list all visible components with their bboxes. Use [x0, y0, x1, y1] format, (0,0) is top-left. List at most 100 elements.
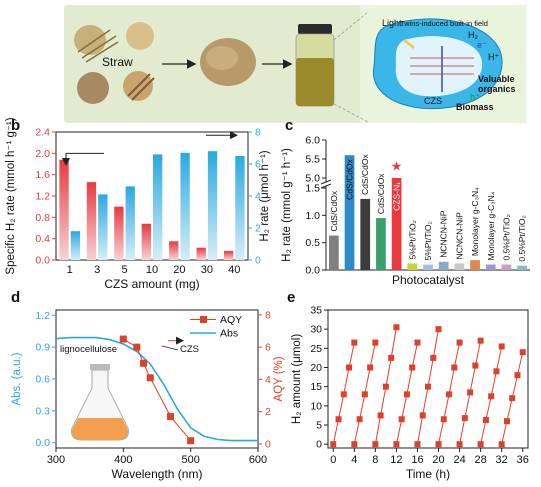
bar-label: Monolayer g-C₃N₄ [486, 191, 496, 260]
h2-point [467, 389, 474, 396]
plot-frame [327, 309, 529, 449]
panel-a: a Straw [64, 3, 526, 123]
y-tick-label: 5.0 [305, 173, 320, 185]
h2-point [509, 395, 516, 402]
y-tick-label-left: 0.4 [35, 233, 50, 245]
arrow-left-axis [62, 152, 104, 166]
h2-point [414, 339, 421, 346]
y-tick-label: 30 [310, 324, 322, 336]
h2-point [393, 324, 400, 331]
bar-photocatalyst [501, 264, 512, 270]
y-axis-label-left: Specific H₂ rate (mmol h⁻¹ g⁻¹) [5, 117, 17, 274]
y-tick-label: 1.5 [305, 183, 320, 195]
y-tick-label-right: 8 [265, 309, 271, 321]
h2-point [482, 417, 489, 424]
chart-d: 300 400 500 600 0.0 0.3 0.6 0.9 1.2 0 2 4 6 8 AQY Abs Wa… [11, 309, 285, 481]
bar-label: CdS/CdOx [329, 190, 339, 231]
y-tick-label: 20 [310, 362, 322, 374]
panel-b-letter: b [11, 117, 20, 134]
aqy-point [140, 359, 148, 367]
x-tick-label: 12 [390, 454, 402, 466]
x-axis-label: Photocatalyst [392, 273, 465, 287]
highlight-star: ★ [391, 158, 403, 173]
y-tick-label-left: 1.2 [35, 191, 50, 203]
y-tick-label-left: 0.6 [35, 374, 50, 386]
czs-droplet: Light Twins-induced built-in field H₂ e⁻… [372, 18, 516, 112]
x-tick-label: 4 [351, 454, 357, 466]
bar-specific-rate [59, 159, 69, 260]
h2-point [335, 416, 342, 423]
organics-label: organics [478, 84, 516, 94]
aqy-point [133, 343, 141, 351]
axis-break-gap [322, 182, 330, 186]
vial-illustration [295, 24, 335, 107]
bar-h2-rate [70, 231, 81, 260]
y-axis-label-right: H₂ rate (μmol h⁻¹) [259, 150, 271, 241]
bar-label: CdS/CdOx [345, 158, 355, 199]
x-tick-label: 28 [475, 454, 487, 466]
built-in-field-label: Twins-induced built-in field [400, 19, 488, 28]
x-tick-label: 40 [228, 264, 240, 276]
h2-point [409, 364, 416, 371]
y-tick-label: 0.0 [305, 265, 320, 277]
h2-point [446, 391, 453, 398]
x-tick-label: 500 [181, 454, 199, 466]
h2-point [461, 415, 468, 422]
bar-photocatalyst [360, 198, 371, 270]
bar-label: Monolayer g-C₃N₄ [470, 187, 480, 256]
x-axis-label: Wavelength (nm) [112, 467, 203, 481]
legend-aqy-label: AQY [220, 314, 242, 326]
bar-h2-rate [153, 154, 163, 260]
y-tick-label: 5.5 [305, 154, 320, 166]
h2-point [414, 441, 421, 448]
x-tick-label: 20 [432, 454, 444, 466]
aqy-point [119, 335, 127, 343]
y-tick-label: 0.5 [305, 237, 320, 249]
h2-point [451, 364, 458, 371]
panel-c: c 0.0 0.5 1.0 1.55.0 5.5 6.0 CdS/CdOx CdS/CdOx C… [281, 117, 530, 287]
y-tick-label: 0 [316, 439, 322, 451]
x-tick-label: 5 [122, 264, 128, 276]
bar-label: CdS/CdOx [376, 173, 386, 214]
bar-h2-rate [98, 194, 108, 260]
panel-e-letter: e [287, 289, 295, 306]
czs-label: CZS [424, 96, 442, 106]
biomass-label: Biomass [456, 102, 494, 112]
y-tick-label: 10 [310, 400, 322, 412]
electron-label: e⁻ [477, 40, 487, 50]
x-tick-label: 300 [47, 454, 65, 466]
h2-point [493, 368, 500, 375]
light-ray [403, 39, 415, 49]
czs-curve-label: CZS [180, 344, 199, 355]
y-tick-label-left: 1.2 [35, 310, 50, 322]
x-tick-label: 3 [94, 264, 100, 276]
h2-point [477, 441, 484, 448]
aqy-point [187, 437, 195, 445]
chart-c: 0.0 0.5 1.0 1.55.0 5.5 6.0 CdS/CdOx CdS/CdOx CdS… [281, 135, 530, 287]
x-tick-label: 1 [67, 264, 73, 276]
panel-e: e 0 4 8 12 16 20 24 28 32 36 0 5 10 15 20 25 30 35 Time (h… [287, 289, 529, 481]
bar-h2-rate [207, 151, 218, 260]
x-tick-label: 600 [249, 454, 267, 466]
bar-photocatalyst [328, 235, 339, 270]
y-tick-label: 6.0 [305, 135, 320, 147]
x-tick-label: 0 [330, 454, 336, 466]
x-axis-label: Time (h) [406, 467, 450, 481]
zoom-lines [333, 11, 369, 123]
plot-frame [55, 131, 249, 261]
y-tick-label-left: 2.4 [35, 127, 50, 139]
bar-h2-rate [235, 156, 245, 260]
h2-point [356, 416, 363, 423]
abs-curve [55, 336, 258, 442]
h2-point [351, 441, 358, 448]
valuable-label: Valuable [478, 74, 515, 84]
bar-specific-rate [86, 182, 97, 260]
y-tick-label: 15 [310, 381, 322, 393]
bar-label: 5%Pt/TiO₂ [407, 220, 417, 259]
bar-photocatalyst [407, 263, 418, 270]
h2-point [456, 441, 463, 448]
hole-label: h⁺ [470, 92, 480, 102]
h2-point [419, 412, 426, 419]
h2-point [367, 364, 374, 371]
y-tick-label: 35 [310, 305, 322, 317]
